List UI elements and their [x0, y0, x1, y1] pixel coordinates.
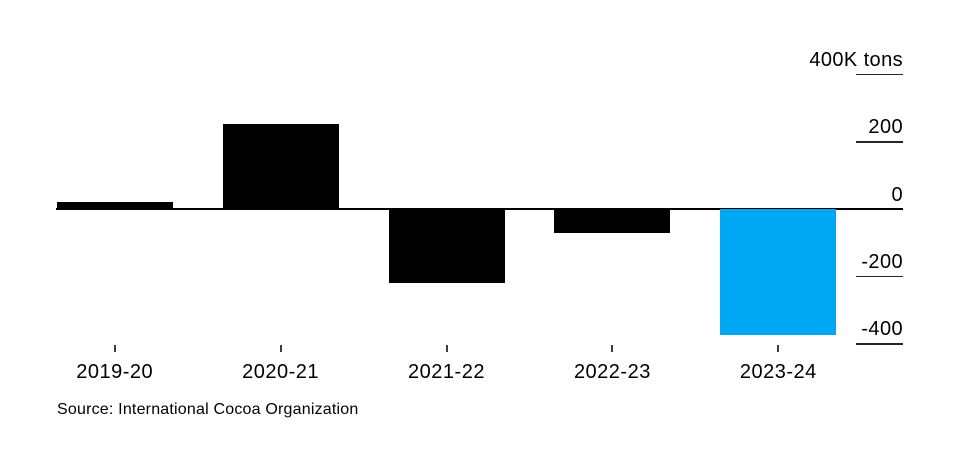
y-axis-label--200: -200	[861, 250, 903, 273]
y-gridline--400	[856, 343, 903, 345]
x-tick-2022-23	[611, 345, 614, 352]
x-axis-label-2023-24: 2023-24	[739, 361, 817, 383]
x-tick-2023-24	[777, 345, 780, 352]
y-gridline-400	[856, 73, 903, 76]
bar-2023-24	[720, 208, 837, 335]
y-gridline--200	[856, 275, 903, 278]
y-gridline-200	[856, 141, 903, 143]
y-axis-label--400: -400	[861, 318, 903, 341]
bar-2019-20	[56, 201, 173, 209]
x-axis-label-2019-20: 2019-20	[76, 361, 154, 383]
bar-2021-22	[388, 208, 505, 283]
y-axis-label-0: 0	[891, 183, 903, 206]
x-tick-2020-21	[279, 345, 282, 352]
bar-2020-21	[222, 124, 339, 209]
bar-2022-23	[554, 208, 671, 234]
x-axis-label-2020-21: 2020-21	[242, 361, 320, 383]
source-note: Source: International Cocoa Organization	[57, 401, 359, 418]
y-axis-label-200: 200	[868, 116, 903, 139]
x-axis-label-2022-23: 2022-23	[573, 361, 651, 383]
x-axis-label-2021-22: 2021-22	[408, 361, 485, 383]
y-axis-label-400: 400K tons	[809, 48, 903, 71]
x-tick-2019-20	[113, 345, 116, 352]
x-tick-2021-22	[445, 345, 448, 352]
